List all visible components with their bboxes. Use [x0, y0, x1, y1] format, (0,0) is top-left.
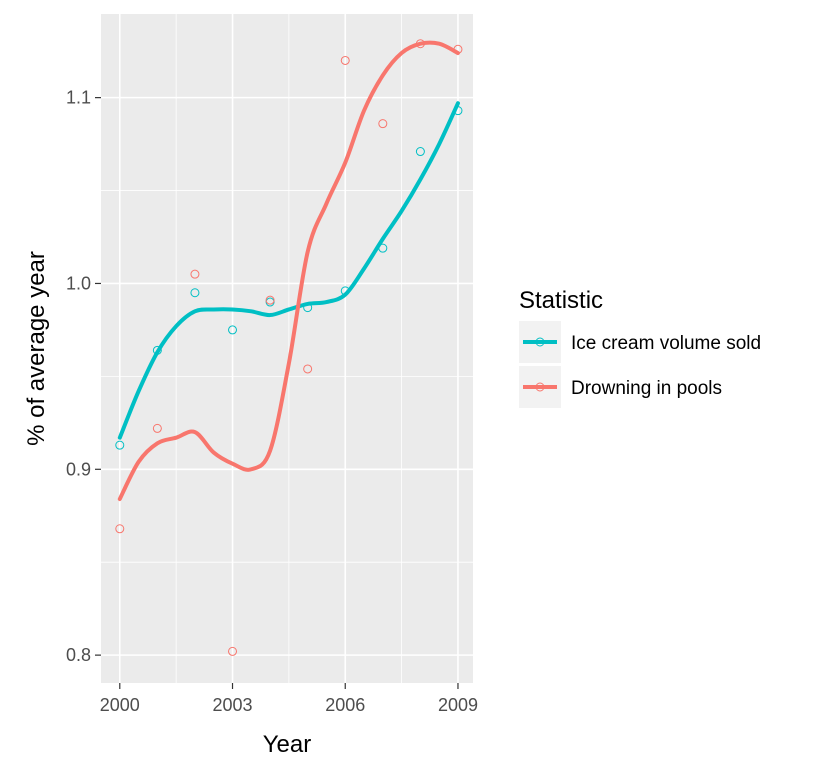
data-point [115, 524, 125, 534]
data-point [265, 295, 275, 305]
data-point [228, 325, 238, 335]
plot-panel [101, 14, 473, 683]
data-point [378, 119, 388, 129]
legend-key-point [535, 337, 545, 347]
data-point [152, 423, 162, 433]
axes: 2000 2003 2006 2009 0.8 0.9 1.0 1.1 [66, 88, 478, 715]
legend: Statistic Ice cream volume sold Drowning… [519, 287, 761, 408]
legend-title: Statistic [519, 287, 603, 314]
data-point [190, 288, 200, 298]
legend-key-point [535, 382, 545, 392]
x-tick-label: 2000 [100, 695, 140, 715]
data-point [228, 646, 238, 656]
y-tick-label: 0.8 [66, 645, 91, 665]
smooth-lines [117, 40, 460, 502]
legend-keys [519, 321, 561, 408]
panel-background [101, 14, 473, 683]
series-line [117, 40, 460, 502]
x-axis-title: Year [263, 731, 312, 758]
legend-label: Ice cream volume sold [571, 333, 761, 354]
data-point [115, 440, 125, 450]
data-point [190, 269, 200, 279]
x-tick-label: 2009 [438, 695, 478, 715]
legend-label: Drowning in pools [571, 378, 722, 399]
data-point [340, 55, 350, 65]
points [115, 39, 463, 656]
series-line [117, 101, 460, 440]
y-tick-label: 0.9 [66, 459, 91, 479]
y-tick-label: 1.0 [66, 273, 91, 293]
x-tick-label: 2003 [212, 695, 252, 715]
x-tick-label: 2006 [325, 695, 365, 715]
data-point [415, 147, 425, 157]
grid [101, 14, 473, 683]
data-point [303, 364, 313, 374]
y-axis-title: % of average year [23, 251, 50, 446]
y-tick-label: 1.1 [66, 88, 91, 108]
